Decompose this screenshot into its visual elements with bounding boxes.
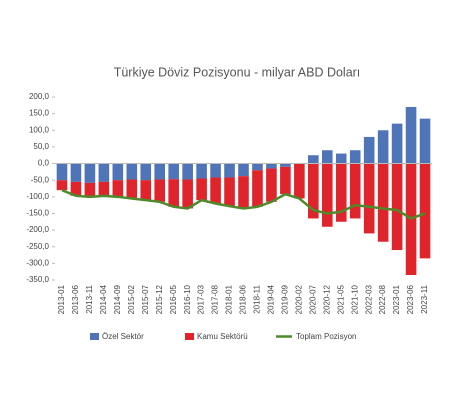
x-tick-label: 2023-06 (406, 284, 415, 314)
x-tick-label: 2013-06 (71, 284, 80, 314)
x-tick-label: 2019-09 (280, 284, 289, 314)
x-tick-label: 2018-06 (239, 284, 248, 314)
bar (112, 180, 124, 197)
bar (140, 180, 152, 201)
y-tick-label: -150,0 (26, 209, 49, 218)
x-tick-label: 2022-03 (364, 284, 373, 314)
y-tick-label: 200,0 (29, 92, 50, 101)
bar (168, 163, 179, 180)
bar (112, 163, 124, 181)
legend-label: Özel Sektör (102, 332, 144, 341)
y-tick-label: -50,0 (31, 175, 50, 184)
x-tick-label: 2014-09 (113, 284, 122, 314)
bar (391, 123, 403, 164)
x-tick-label: 2016-10 (183, 284, 192, 314)
x-tick-label: 2017-03 (197, 284, 206, 314)
bar (294, 163, 305, 199)
x-tick-label: 2022-08 (378, 284, 387, 314)
bar (308, 163, 319, 219)
x-tick-label: 2013-11 (85, 284, 94, 313)
bar (224, 163, 235, 178)
y-tick-label: 100,0 (29, 125, 50, 134)
bar (391, 163, 403, 251)
bar (252, 170, 263, 207)
legend-label: Toplam Pozisyon (296, 332, 356, 341)
bar (98, 163, 110, 182)
bar (377, 163, 389, 242)
bar (266, 163, 277, 169)
bar (154, 163, 166, 180)
x-tick-label: 2019-04 (267, 284, 276, 314)
y-tick-label: -300,0 (26, 258, 49, 267)
bar (182, 163, 193, 180)
bar (335, 153, 347, 164)
legend-swatch (185, 333, 194, 340)
bar (252, 163, 263, 171)
x-tick-label: 2018-11 (253, 284, 262, 313)
y-tick-label: -350,0 (26, 275, 49, 284)
bar (363, 163, 375, 234)
legend-label: Kamu Sektörü (197, 332, 248, 341)
x-tick-label: 2017-08 (211, 284, 220, 314)
bar (154, 179, 166, 202)
bar (224, 177, 235, 207)
x-tick-label: 2013-01 (57, 284, 66, 314)
x-tick-label: 2015-07 (141, 284, 150, 314)
x-tick-label: 2015-02 (127, 284, 136, 314)
y-tick-label: -250,0 (26, 242, 49, 251)
bar (182, 179, 193, 209)
bar (98, 181, 110, 196)
y-tick-label: 50,0 (33, 142, 49, 151)
bar (363, 136, 375, 164)
y-tick-label: -200,0 (26, 225, 49, 234)
bar (405, 106, 417, 164)
x-tick-label: 2023-01 (392, 284, 401, 314)
bar (349, 163, 361, 219)
bar (70, 181, 82, 196)
bar (126, 163, 138, 180)
y-tick-label: 150,0 (29, 109, 50, 118)
x-tick-label: 2018-01 (225, 284, 234, 314)
bar (84, 182, 96, 197)
x-tick-label: 2015-12 (155, 284, 164, 314)
total-line (61, 189, 426, 220)
bar (140, 163, 152, 181)
bar (266, 168, 277, 202)
x-tick-label: 2016-05 (169, 284, 178, 314)
y-tick-label: -100,0 (26, 192, 49, 201)
bar (419, 163, 431, 259)
x-tick-label: 2020-02 (294, 284, 303, 314)
bar (196, 163, 207, 179)
bar (238, 176, 249, 209)
bar (70, 163, 82, 182)
bar (238, 163, 249, 177)
bar (84, 163, 96, 183)
x-tick-label: 2014-04 (99, 284, 108, 314)
chart-title: Türkiye Döviz Pozisyonu - milyar ABD Dol… (114, 65, 361, 79)
bar (56, 163, 68, 181)
bar (210, 163, 221, 178)
bar (335, 163, 347, 222)
y-tick-label: 0,0 (38, 159, 50, 168)
legend-swatch (90, 333, 99, 340)
x-tick-label: 2020-07 (308, 284, 317, 314)
bar (56, 180, 68, 191)
bar (126, 179, 138, 199)
x-tick-label: 2021-10 (350, 284, 359, 314)
bar (280, 166, 291, 195)
x-tick-label: 2023-11 (420, 284, 429, 313)
bar (419, 118, 431, 164)
bar (308, 155, 319, 164)
bar (349, 150, 361, 164)
x-tick-label: 2020-12 (322, 284, 331, 314)
bar (377, 130, 389, 164)
bar (280, 163, 291, 167)
bar (210, 177, 221, 204)
bar (168, 179, 179, 207)
bar (321, 150, 333, 164)
bar (321, 163, 333, 227)
bar (196, 178, 207, 201)
x-tick-label: 2021-05 (336, 284, 345, 314)
